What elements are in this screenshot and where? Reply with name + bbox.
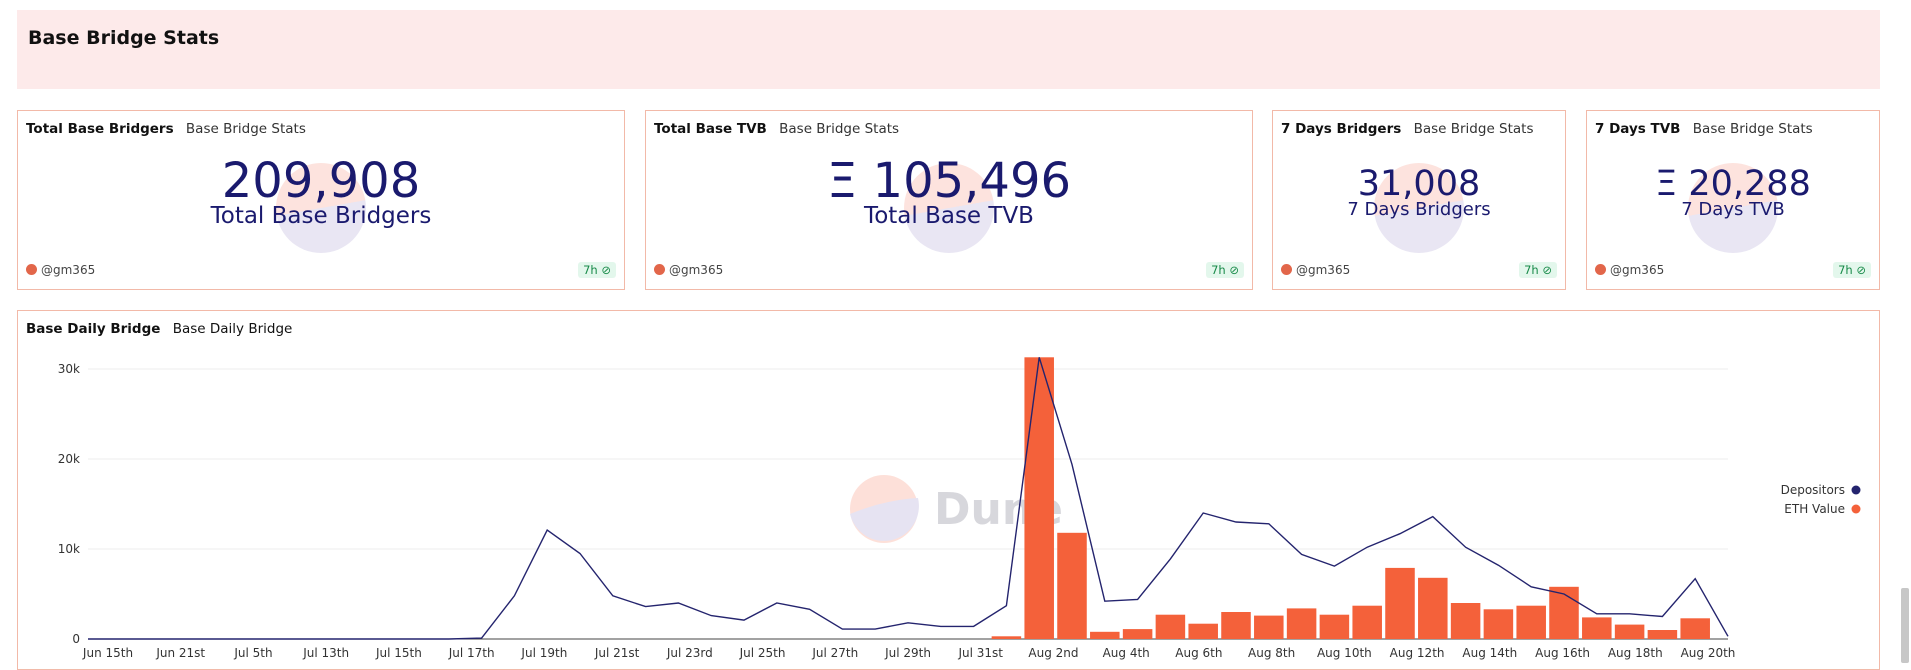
author-name: @gm365 xyxy=(1296,263,1351,277)
card-title: 7 Days Bridgers Base Bridge Stats xyxy=(1281,121,1534,137)
refresh-badge[interactable]: 7h ⊘ xyxy=(578,262,616,278)
chart-title-main: Base Daily Bridge xyxy=(26,321,161,337)
counter-display: 209,908 Total Base Bridgers xyxy=(18,151,624,253)
counter-card-total-bridgers[interactable]: Total Base Bridgers Base Bridge Stats 20… xyxy=(17,110,625,290)
counter-card-total-tvb[interactable]: Total Base TVB Base Bridge Stats Ξ 105,4… xyxy=(645,110,1253,290)
chart-title: Base Daily Bridge Base Daily Bridge xyxy=(26,321,292,337)
card-title-main: 7 Days TVB xyxy=(1595,121,1681,137)
dashboard-header: Base Bridge Stats xyxy=(17,10,1880,89)
author-name: @gm365 xyxy=(669,263,724,277)
counter-label: Total Base Bridgers xyxy=(210,203,432,229)
counter-value: Ξ 20,288 xyxy=(1655,164,1811,204)
avatar xyxy=(1595,264,1606,275)
counter-display: 31,008 7 Days Bridgers xyxy=(1273,151,1565,253)
card-title-main: 7 Days Bridgers xyxy=(1281,121,1402,137)
counter-value: 31,008 xyxy=(1357,164,1481,204)
card-footer: @gm365 7h ⊘ xyxy=(1595,262,1871,279)
counter-label: 7 Days Bridgers xyxy=(1347,199,1491,220)
card-title-query[interactable]: Base Bridge Stats xyxy=(1413,121,1534,137)
counter-display: Ξ 20,288 7 Days TVB xyxy=(1587,151,1879,253)
card-title: 7 Days TVB Base Bridge Stats xyxy=(1595,121,1813,137)
counter-label: 7 Days TVB xyxy=(1681,199,1785,220)
dune-watermark-icon xyxy=(1688,163,1778,253)
chart-card-daily-bridge: Base Daily Bridge Base Daily Bridge xyxy=(17,310,1880,670)
author-link[interactable]: @gm365 xyxy=(26,263,95,277)
counter-value: 209,908 xyxy=(221,153,421,209)
avatar xyxy=(26,264,37,275)
card-footer: @gm365 7h ⊘ xyxy=(1281,262,1557,279)
refresh-badge[interactable]: 7h ⊘ xyxy=(1519,262,1557,278)
author-link[interactable]: @gm365 xyxy=(1281,263,1350,277)
card-title-main: Total Base TVB xyxy=(654,121,767,137)
author-name: @gm365 xyxy=(1610,263,1665,277)
card-title-query[interactable]: Base Bridge Stats xyxy=(185,121,306,137)
page-scrollbar[interactable] xyxy=(1901,588,1909,663)
avatar xyxy=(1281,264,1292,275)
counter-label: Total Base TVB xyxy=(864,203,1034,229)
dune-watermark-icon xyxy=(276,163,366,253)
counter-display: Ξ 105,496 Total Base TVB xyxy=(646,151,1252,253)
card-title-query[interactable]: Base Bridge Stats xyxy=(779,121,900,137)
author-link[interactable]: @gm365 xyxy=(1595,263,1664,277)
card-title: Total Base Bridgers Base Bridge Stats xyxy=(26,121,306,137)
card-title-main: Total Base Bridgers xyxy=(26,121,174,137)
counter-card-7d-tvb[interactable]: 7 Days TVB Base Bridge Stats Ξ 20,288 7 … xyxy=(1586,110,1880,290)
counter-card-7d-bridgers[interactable]: 7 Days Bridgers Base Bridge Stats 31,008… xyxy=(1272,110,1566,290)
card-footer: @gm365 7h ⊘ xyxy=(654,262,1244,279)
card-title-query[interactable]: Base Bridge Stats xyxy=(1692,121,1813,137)
chart-title-query[interactable]: Base Daily Bridge xyxy=(172,321,293,337)
author-link[interactable]: @gm365 xyxy=(654,263,723,277)
dune-watermark-icon xyxy=(904,163,994,253)
refresh-badge[interactable]: 7h ⊘ xyxy=(1206,262,1244,278)
dune-watermark-icon xyxy=(1374,163,1464,253)
author-name: @gm365 xyxy=(41,263,96,277)
counter-value: Ξ 105,496 xyxy=(826,153,1072,209)
card-footer: @gm365 7h ⊘ xyxy=(26,262,616,279)
card-title: Total Base TVB Base Bridge Stats xyxy=(654,121,899,137)
refresh-badge[interactable]: 7h ⊘ xyxy=(1833,262,1871,278)
dashboard-title: Base Bridge Stats xyxy=(28,27,220,49)
avatar xyxy=(654,264,665,275)
